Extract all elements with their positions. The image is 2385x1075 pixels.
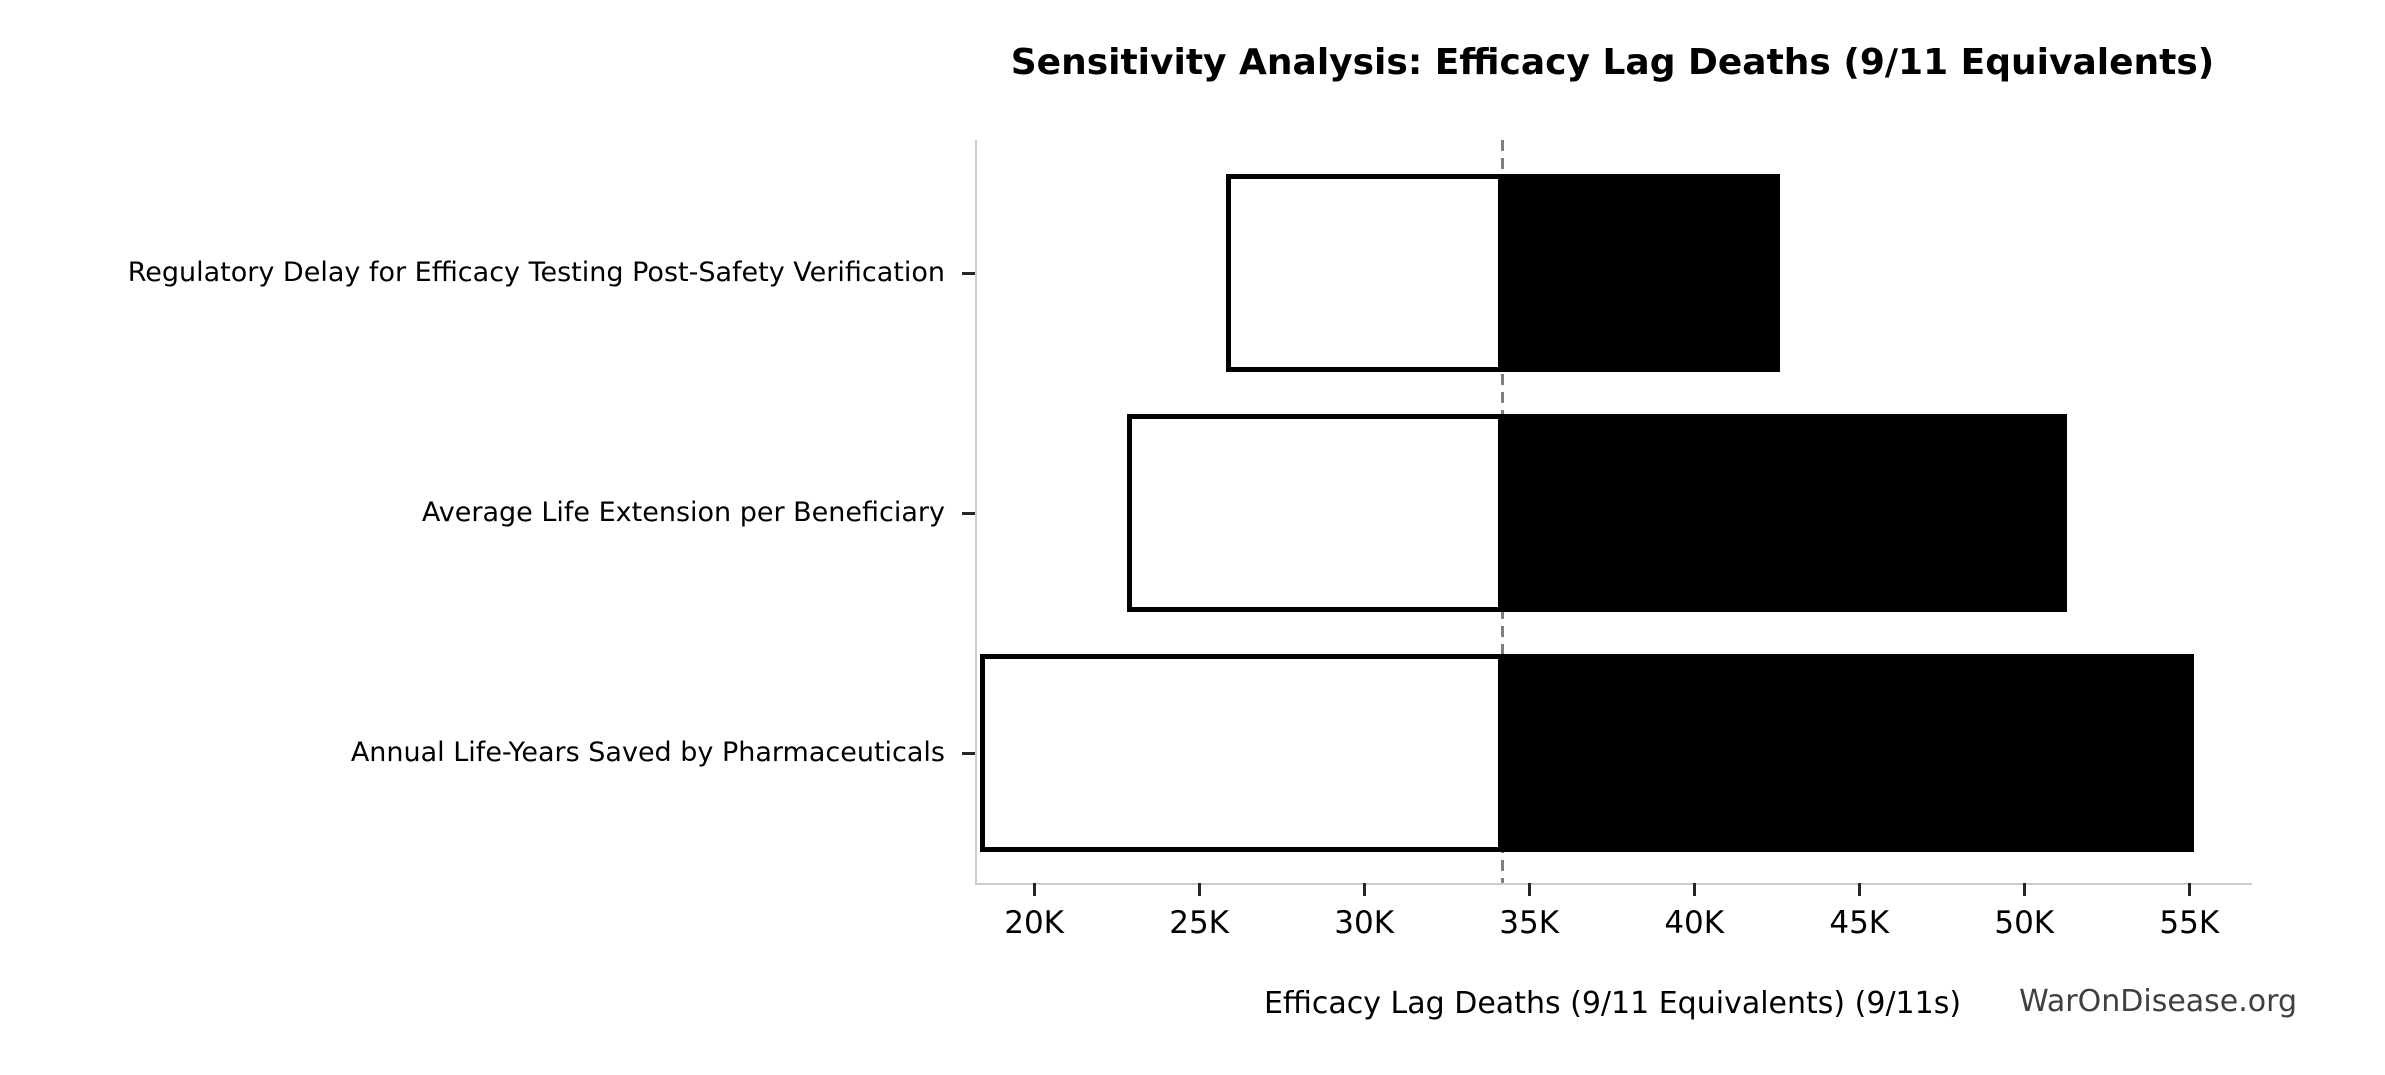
x-axis-tick-mark: [1032, 883, 1036, 896]
x-axis-tick-mark: [1362, 883, 1366, 896]
bar-high-segment: [1502, 174, 1780, 372]
x-axis-tick-mark: [2022, 883, 2026, 896]
y-axis-category-label: Annual Life-Years Saved by Pharmaceutica…: [350, 737, 945, 768]
x-axis-tick-label: 20K: [1004, 905, 1064, 941]
x-axis-tick-label: 30K: [1334, 905, 1395, 941]
y-axis-tick-mark: [962, 512, 975, 515]
y-axis-category-label: Regulatory Delay for Efficacy Testing Po…: [127, 257, 945, 288]
x-axis-tick-label: 40K: [1664, 905, 1725, 941]
bar-high-segment: [1502, 654, 2195, 852]
bar-low-segment: [1225, 174, 1503, 372]
y-axis-category-label: Average Life Extension per Beneficiary: [421, 497, 945, 528]
x-axis-tick-mark: [1197, 883, 1201, 896]
x-axis-tick-label: 55K: [2159, 905, 2220, 941]
watermark: WarOnDisease.org: [2019, 984, 2297, 1019]
x-axis-tick-mark: [1857, 883, 1861, 896]
y-axis-tick-mark: [962, 272, 975, 275]
bar-low-segment: [979, 654, 1503, 852]
x-axis-tick-label: 25K: [1169, 905, 1230, 941]
y-axis-tick-mark: [962, 752, 975, 755]
x-axis-tick-mark: [1527, 883, 1531, 896]
x-axis-tick-label: 35K: [1499, 905, 1560, 941]
x-axis-tick-label: 50K: [1994, 905, 2055, 941]
bar-high-segment: [1502, 414, 2068, 612]
x-axis-tick-label: 45K: [1829, 905, 1890, 941]
x-axis-title: Efficacy Lag Deaths (9/11 Equivalents) (…: [1263, 986, 1962, 1021]
x-axis-tick-mark: [2187, 883, 2191, 896]
plot-area: 20K 25K 30K 35K 40K 45K 50K 55K: [962, 140, 2252, 941]
chart-title: Sensitivity Analysis: Efficacy Lag Death…: [1010, 42, 2215, 83]
x-axis-tick-mark: [1692, 883, 1696, 896]
bar-low-segment: [1126, 414, 1503, 612]
